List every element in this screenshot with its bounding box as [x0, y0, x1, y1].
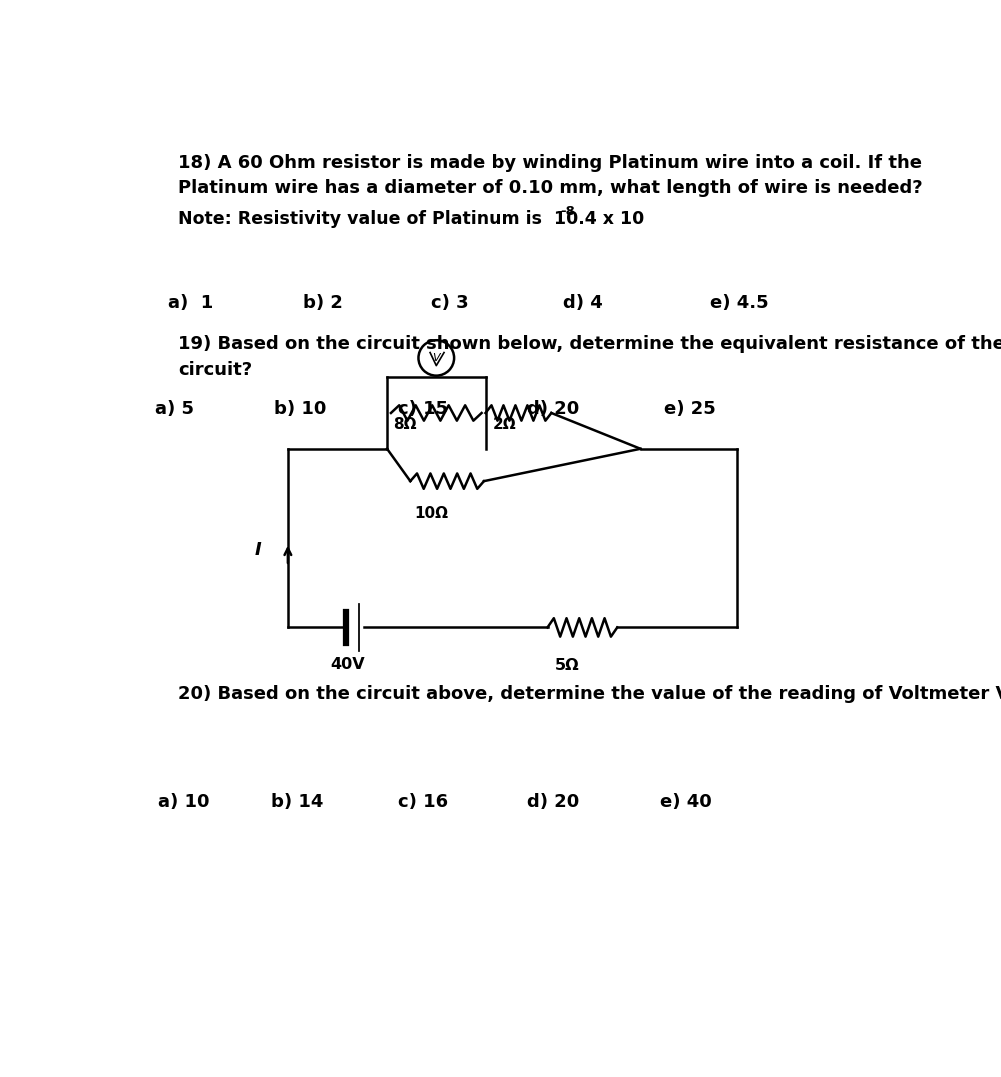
- Text: d) 4: d) 4: [563, 294, 603, 312]
- Text: a) 5: a) 5: [154, 400, 193, 418]
- Text: 2Ω: 2Ω: [493, 417, 517, 432]
- Text: I: I: [255, 542, 262, 559]
- Text: -8: -8: [561, 206, 576, 219]
- Text: b) 2: b) 2: [303, 294, 343, 312]
- Text: d) 20: d) 20: [527, 400, 579, 418]
- Text: 20) Based on the circuit above, determine the value of the reading of Voltmeter : 20) Based on the circuit above, determin…: [178, 685, 1001, 703]
- Text: e) 4.5: e) 4.5: [711, 294, 769, 312]
- Text: 5Ω: 5Ω: [556, 658, 580, 673]
- Text: 40V: 40V: [330, 657, 365, 672]
- Text: b) 10: b) 10: [274, 400, 326, 418]
- Text: Note: Resistivity value of Platinum is  10.4 x 10: Note: Resistivity value of Platinum is 1…: [178, 210, 644, 228]
- Text: c) 3: c) 3: [431, 294, 468, 312]
- Text: 10Ω: 10Ω: [414, 506, 448, 521]
- Text: circuit?: circuit?: [178, 361, 252, 379]
- Text: c) 15: c) 15: [398, 400, 448, 418]
- Text: e) 25: e) 25: [664, 400, 716, 418]
- Text: 18) A 60 Ohm resistor is made by winding Platinum wire into a coil. If the: 18) A 60 Ohm resistor is made by winding…: [178, 154, 922, 172]
- Text: 19) Based on the circuit shown below, determine the equivalent resistance of the: 19) Based on the circuit shown below, de…: [178, 335, 1001, 353]
- Text: e) 40: e) 40: [660, 793, 712, 811]
- Text: 8Ω: 8Ω: [393, 417, 416, 432]
- Text: a)  1: a) 1: [168, 294, 213, 312]
- Text: b) 14: b) 14: [271, 793, 323, 811]
- Text: d) 20: d) 20: [527, 793, 579, 811]
- Text: V: V: [432, 353, 440, 363]
- Text: c) 16: c) 16: [398, 793, 448, 811]
- Text: a) 10: a) 10: [158, 793, 209, 811]
- Text: Platinum wire has a diameter of 0.10 mm, what length of wire is needed?: Platinum wire has a diameter of 0.10 mm,…: [178, 179, 923, 196]
